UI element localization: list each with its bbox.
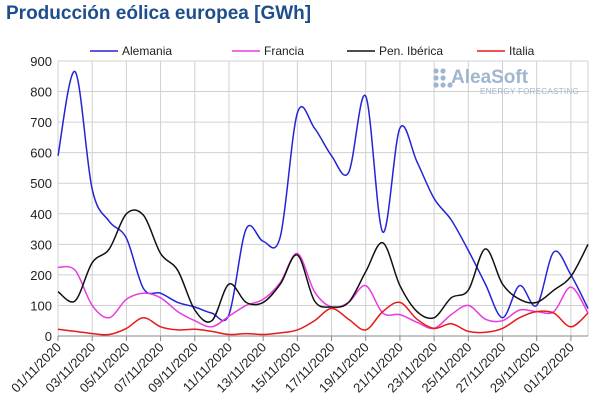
series-line-pen-ib-rica <box>57 209 589 323</box>
logo-name: AleaSoft <box>451 67 529 88</box>
y-tick-label: 800 <box>30 85 52 100</box>
legend-label-francia: Francia <box>264 44 304 58</box>
y-tick-label: 300 <box>30 237 52 252</box>
logo-tagline: ENERGY FORECASTING <box>480 87 579 96</box>
legend-label-alemania: Alemania <box>122 44 172 58</box>
series <box>57 70 589 336</box>
series-line-francia <box>57 252 589 330</box>
y-tick-label: 900 <box>30 54 52 69</box>
axes: 010020030040050060070080090001/11/202003… <box>8 54 588 396</box>
y-tick-label: 100 <box>30 298 52 313</box>
y-tick-label: 700 <box>30 115 52 130</box>
series-line-italia <box>57 301 589 336</box>
y-tick-label: 0 <box>45 329 52 344</box>
logo-dots-icon <box>433 68 453 88</box>
y-tick-label: 500 <box>30 176 52 191</box>
y-tick-label: 200 <box>30 268 52 283</box>
chart-title: Producción eólica europea [GWh] <box>6 3 312 24</box>
legend-label-italia: Italia <box>509 44 535 58</box>
y-tick-label: 600 <box>30 146 52 161</box>
y-tick-label: 400 <box>30 207 52 222</box>
legend-label-pen-ib-rica: Pen. Ibérica <box>379 44 443 58</box>
series-line-alemania <box>57 70 589 322</box>
aleasoft-logo: AleaSoft ENERGY FORECASTING <box>433 67 579 96</box>
legend: Alemania Francia Pen. Ibérica Italia <box>90 44 535 58</box>
